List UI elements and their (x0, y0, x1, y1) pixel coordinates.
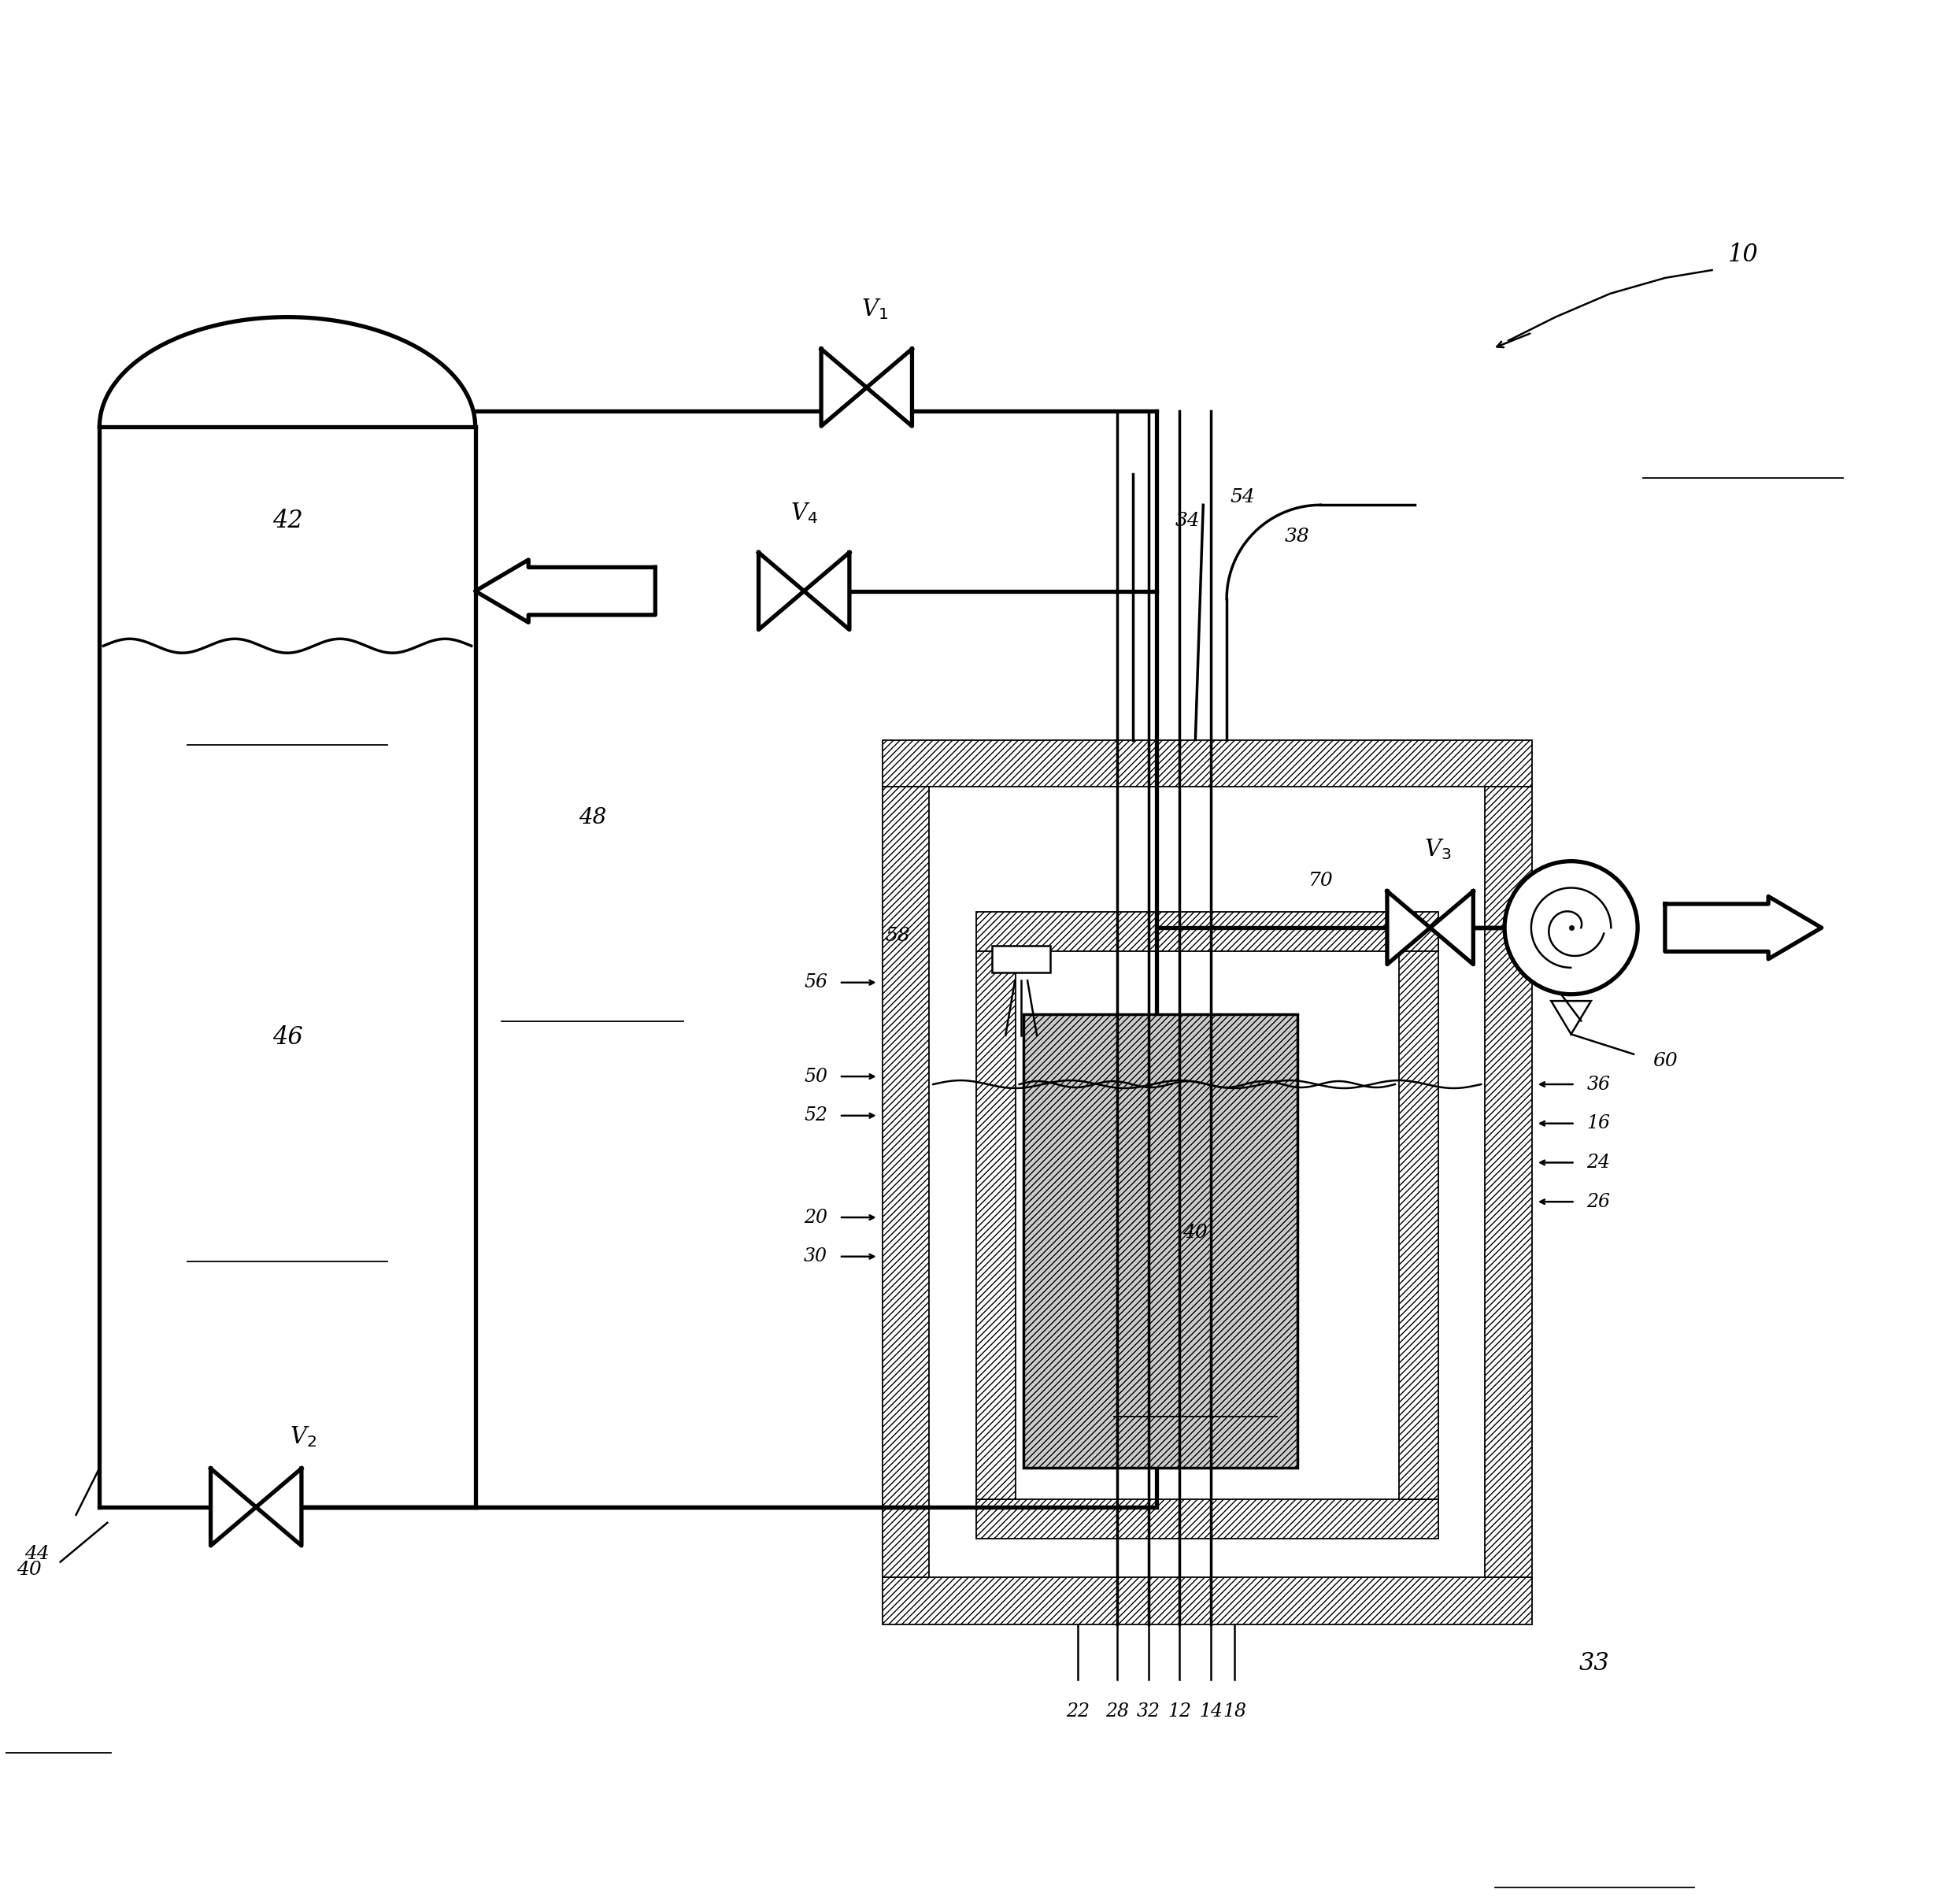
Text: 56: 56 (804, 973, 828, 992)
Polygon shape (256, 1468, 301, 1546)
Polygon shape (867, 348, 911, 426)
Bar (882, 741, 1531, 786)
Bar (1399, 952, 1438, 1498)
Text: 52: 52 (804, 1106, 828, 1125)
Text: 28: 28 (1106, 1702, 1129, 1721)
Bar (1484, 786, 1531, 1578)
Bar (975, 1498, 1438, 1538)
Text: 44: 44 (25, 1544, 49, 1563)
Text: V$_4$: V$_4$ (791, 501, 818, 526)
Text: 26: 26 (1587, 1192, 1611, 1211)
Text: 12: 12 (1168, 1702, 1191, 1721)
Circle shape (1504, 861, 1638, 994)
Text: 50: 50 (804, 1068, 828, 1085)
Text: 20: 20 (804, 1209, 828, 1226)
Text: 48: 48 (579, 807, 606, 828)
Text: 10: 10 (1727, 242, 1758, 267)
Text: 16: 16 (1587, 1114, 1611, 1133)
Text: 40: 40 (1183, 1224, 1209, 1241)
Text: 22: 22 (1067, 1702, 1090, 1721)
Text: 40: 40 (17, 1561, 41, 1578)
Polygon shape (758, 552, 804, 630)
Polygon shape (1430, 891, 1473, 963)
Polygon shape (210, 1468, 256, 1546)
Polygon shape (476, 560, 655, 623)
Polygon shape (1387, 891, 1430, 963)
Text: 54: 54 (1230, 487, 1255, 506)
Text: 30: 30 (804, 1247, 828, 1266)
Bar (975, 952, 1016, 1498)
Polygon shape (804, 552, 849, 630)
Text: 46: 46 (272, 1024, 303, 1049)
Text: 33: 33 (1580, 1651, 1611, 1676)
Polygon shape (822, 348, 867, 426)
Text: 58: 58 (886, 927, 911, 944)
Bar (882, 1578, 1531, 1624)
Bar (991, 946, 1051, 973)
Text: 60: 60 (1653, 1051, 1677, 1070)
Text: V$_2$: V$_2$ (290, 1424, 317, 1449)
Text: V$_1$: V$_1$ (861, 297, 888, 322)
Text: 24: 24 (1587, 1154, 1611, 1171)
Text: 70: 70 (1308, 872, 1333, 889)
Bar (975, 912, 1438, 952)
Text: 38: 38 (1284, 527, 1310, 545)
Text: V$_3$: V$_3$ (1424, 838, 1451, 863)
Bar (1024, 1013, 1298, 1468)
Text: 32: 32 (1137, 1702, 1160, 1721)
Text: 36: 36 (1587, 1076, 1611, 1093)
Text: 34: 34 (1176, 512, 1201, 529)
Polygon shape (1665, 897, 1823, 960)
Text: 14: 14 (1199, 1702, 1222, 1721)
Text: 18: 18 (1222, 1702, 1245, 1721)
Text: 42: 42 (272, 508, 303, 533)
Bar (882, 786, 929, 1578)
